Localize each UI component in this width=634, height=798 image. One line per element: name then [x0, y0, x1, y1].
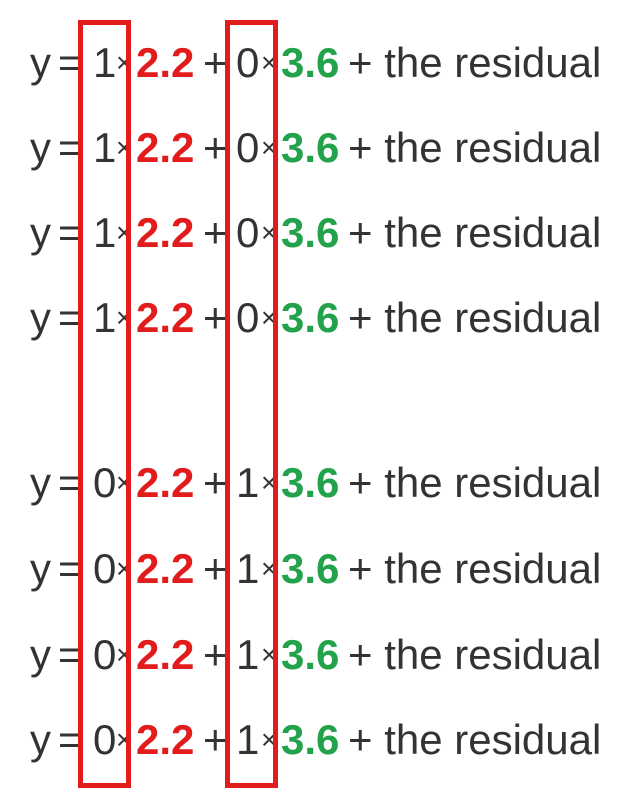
residual-term: + the residual — [348, 631, 602, 678]
second-indicator-value: 0 — [236, 209, 260, 256]
plus-sign: + — [203, 124, 228, 171]
second-indicator-value: 1 — [236, 716, 260, 763]
first-indicator-value: 1 — [93, 294, 117, 341]
second-coefficient: 3.6 — [281, 294, 340, 341]
second-coefficient: 3.6 — [281, 716, 340, 763]
equation-line: y = 1 × 2.2 + 0 × 3.6 + the residual — [0, 33, 634, 93]
second-indicator-value: 0 — [236, 39, 260, 86]
y-variable: y — [30, 545, 51, 592]
second-coefficient: 3.6 — [281, 459, 340, 506]
first-coefficient: 2.2 — [136, 39, 195, 86]
y-variable: y — [30, 209, 51, 256]
first-coefficient: 2.2 — [136, 209, 195, 256]
y-variable: y — [30, 459, 51, 506]
plus-sign: + — [203, 459, 228, 506]
plus-sign: + — [203, 39, 228, 86]
first-indicator-value: 1 — [93, 39, 117, 86]
second-indicator-value: 1 — [236, 631, 260, 678]
second-coefficient: 3.6 — [281, 209, 340, 256]
first-indicator-value: 0 — [93, 631, 117, 678]
first-coefficient: 2.2 — [136, 716, 195, 763]
equation-line: y = 1 × 2.2 + 0 × 3.6 + the residual — [0, 118, 634, 178]
y-variable: y — [30, 294, 51, 341]
plus-sign: + — [203, 545, 228, 592]
y-variable: y — [30, 631, 51, 678]
first-indicator-value: 0 — [93, 545, 117, 592]
residual-term: + the residual — [348, 124, 602, 171]
first-indicator-column-highlight — [78, 20, 131, 788]
second-coefficient: 3.6 — [281, 124, 340, 171]
residual-term: + the residual — [348, 545, 602, 592]
second-indicator-column-highlight — [225, 20, 278, 788]
residual-term: + the residual — [348, 716, 602, 763]
second-coefficient: 3.6 — [281, 545, 340, 592]
plus-sign: + — [203, 631, 228, 678]
equation-line: y = 0 × 2.2 + 1 × 3.6 + the residual — [0, 453, 634, 513]
second-indicator-value: 1 — [236, 545, 260, 592]
plus-sign: + — [203, 716, 228, 763]
first-coefficient: 2.2 — [136, 124, 195, 171]
second-coefficient: 3.6 — [281, 39, 340, 86]
residual-term: + the residual — [348, 459, 602, 506]
second-coefficient: 3.6 — [281, 631, 340, 678]
first-coefficient: 2.2 — [136, 545, 195, 592]
first-coefficient: 2.2 — [136, 294, 195, 341]
second-indicator-value: 0 — [236, 294, 260, 341]
second-indicator-value: 0 — [236, 124, 260, 171]
equation-line: y = 0 × 2.2 + 1 × 3.6 + the residual — [0, 539, 634, 599]
residual-term: + the residual — [348, 209, 602, 256]
plus-sign: + — [203, 294, 228, 341]
first-indicator-value: 0 — [93, 459, 117, 506]
first-coefficient: 2.2 — [136, 631, 195, 678]
residual-term: + the residual — [348, 294, 602, 341]
second-indicator-value: 1 — [236, 459, 260, 506]
plus-sign: + — [203, 209, 228, 256]
first-indicator-value: 1 — [93, 124, 117, 171]
first-coefficient: 2.2 — [136, 459, 195, 506]
first-indicator-value: 1 — [93, 209, 117, 256]
y-variable: y — [30, 39, 51, 86]
y-variable: y — [30, 124, 51, 171]
y-variable: y — [30, 716, 51, 763]
equation-line: y = 0 × 2.2 + 1 × 3.6 + the residual — [0, 625, 634, 685]
equation-line: y = 0 × 2.2 + 1 × 3.6 + the residual — [0, 710, 634, 770]
residual-term: + the residual — [348, 39, 602, 86]
first-indicator-value: 0 — [93, 716, 117, 763]
